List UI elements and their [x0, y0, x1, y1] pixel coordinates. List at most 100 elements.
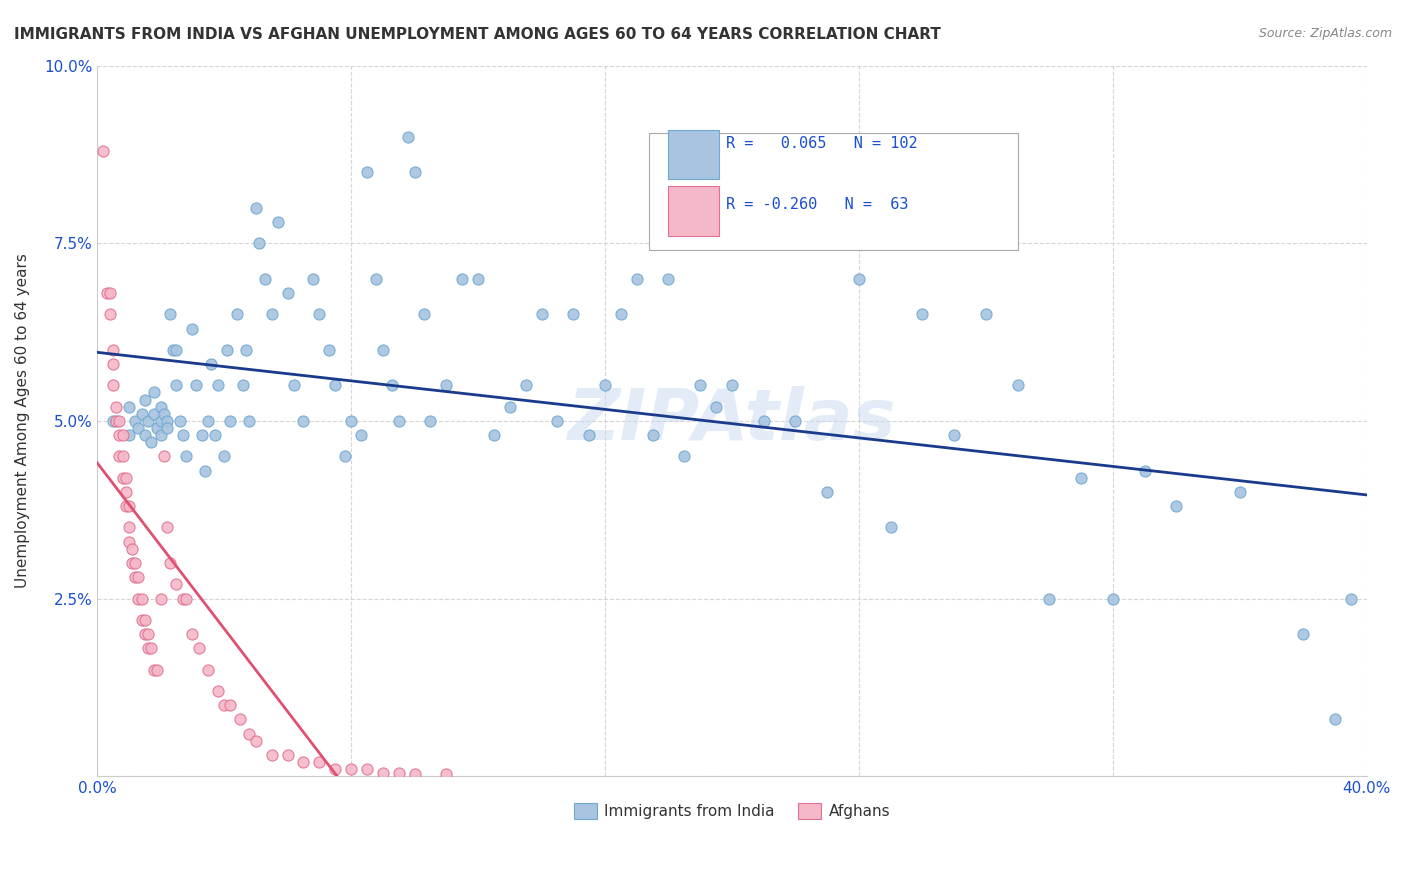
- Point: [277, 285, 299, 300]
- Point: [191, 428, 214, 442]
- Point: [467, 272, 489, 286]
- Text: ZIPAtlas: ZIPAtlas: [568, 386, 896, 456]
- Point: [121, 556, 143, 570]
- Point: [207, 684, 229, 698]
- Point: [260, 307, 283, 321]
- FancyBboxPatch shape: [668, 129, 720, 179]
- Point: [101, 343, 124, 357]
- Point: [225, 307, 247, 321]
- Point: [139, 435, 162, 450]
- Point: [156, 421, 179, 435]
- Point: [413, 307, 436, 321]
- Point: [134, 428, 156, 442]
- Point: [245, 201, 267, 215]
- Point: [143, 385, 166, 400]
- Point: [96, 285, 118, 300]
- Point: [159, 556, 181, 570]
- Text: Source: ZipAtlas.com: Source: ZipAtlas.com: [1258, 27, 1392, 40]
- Point: [152, 450, 174, 464]
- Point: [207, 378, 229, 392]
- Point: [143, 407, 166, 421]
- Point: [118, 428, 141, 442]
- Point: [302, 272, 325, 286]
- Point: [204, 428, 226, 442]
- Text: IMMIGRANTS FROM INDIA VS AFGHAN UNEMPLOYMENT AMONG AGES 60 TO 64 YEARS CORRELATI: IMMIGRANTS FROM INDIA VS AFGHAN UNEMPLOY…: [14, 27, 941, 42]
- Point: [152, 407, 174, 421]
- Point: [166, 343, 188, 357]
- Point: [610, 307, 633, 321]
- Point: [366, 272, 388, 286]
- Point: [174, 591, 197, 606]
- Point: [127, 421, 149, 435]
- Point: [515, 378, 537, 392]
- Point: [134, 392, 156, 407]
- Text: R =   0.065   N = 102: R = 0.065 N = 102: [725, 136, 917, 152]
- Point: [136, 641, 159, 656]
- Point: [98, 285, 121, 300]
- Point: [254, 272, 277, 286]
- Point: [340, 414, 363, 428]
- Point: [229, 712, 252, 726]
- FancyBboxPatch shape: [668, 186, 720, 236]
- Point: [219, 698, 242, 712]
- Point: [578, 428, 600, 442]
- Point: [1007, 378, 1029, 392]
- Point: [785, 414, 807, 428]
- Point: [197, 414, 219, 428]
- Point: [641, 428, 664, 442]
- Point: [1340, 591, 1362, 606]
- Point: [434, 378, 457, 392]
- Point: [127, 570, 149, 584]
- Point: [238, 414, 260, 428]
- Point: [356, 762, 378, 776]
- Point: [308, 755, 330, 769]
- Point: [156, 414, 179, 428]
- Point: [704, 400, 727, 414]
- Point: [118, 400, 141, 414]
- Point: [101, 378, 124, 392]
- Point: [943, 428, 966, 442]
- Point: [815, 485, 838, 500]
- Point: [1292, 627, 1315, 641]
- Point: [111, 471, 134, 485]
- Point: [162, 343, 184, 357]
- Point: [673, 450, 696, 464]
- Point: [166, 577, 188, 591]
- Point: [1102, 591, 1125, 606]
- Point: [260, 747, 283, 762]
- Point: [1070, 471, 1092, 485]
- Point: [93, 144, 115, 158]
- Point: [318, 343, 340, 357]
- Point: [108, 428, 131, 442]
- Point: [124, 570, 146, 584]
- Point: [212, 698, 235, 712]
- Point: [114, 471, 136, 485]
- Point: [217, 343, 239, 357]
- Point: [181, 627, 204, 641]
- Point: [323, 762, 346, 776]
- Point: [212, 450, 235, 464]
- Point: [136, 627, 159, 641]
- Point: [848, 272, 870, 286]
- Point: [149, 428, 172, 442]
- Point: [562, 307, 585, 321]
- Point: [1038, 591, 1060, 606]
- Point: [149, 414, 172, 428]
- Point: [118, 534, 141, 549]
- Point: [134, 627, 156, 641]
- Point: [194, 464, 217, 478]
- Point: [308, 307, 330, 321]
- Point: [689, 378, 711, 392]
- Point: [105, 414, 128, 428]
- Point: [451, 272, 474, 286]
- Point: [101, 414, 124, 428]
- Point: [143, 663, 166, 677]
- Point: [108, 450, 131, 464]
- Point: [105, 400, 128, 414]
- Point: [277, 747, 299, 762]
- Point: [371, 343, 394, 357]
- Point: [156, 520, 179, 534]
- Point: [101, 357, 124, 371]
- Point: [292, 414, 315, 428]
- Point: [381, 378, 404, 392]
